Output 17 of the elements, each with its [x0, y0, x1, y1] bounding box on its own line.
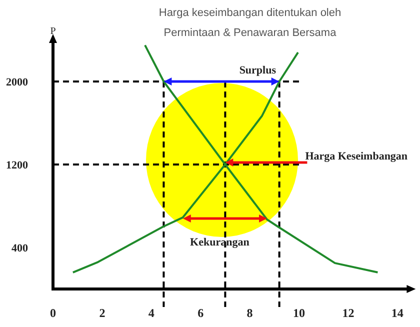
annotation: Harga Keseimbangan — [305, 150, 408, 162]
x-tick-label: 12 — [342, 306, 354, 320]
x-tick-label: 10 — [293, 306, 305, 320]
chart-subtitle: Permintaan & Penawaran Bersama — [164, 27, 338, 39]
y-tick-label: 2000 — [6, 76, 28, 88]
y-axis-title: P — [50, 26, 56, 37]
x-tick-label: 4 — [148, 306, 154, 320]
y-tick-label: 400 — [12, 242, 28, 254]
x-tick-label: 0 — [50, 306, 56, 320]
x-tick-label: 6 — [198, 306, 204, 320]
chart-title: Harga keseimbangan ditentukan oleh — [158, 7, 342, 19]
x-tick-label: 8 — [246, 306, 253, 320]
y-tick-label: 1200 — [6, 160, 28, 172]
x-tick-label: 14 — [391, 306, 404, 320]
annotation: Kekurangan — [190, 236, 250, 248]
annotation: Surplus — [239, 64, 277, 76]
x-tick-label: 2 — [99, 306, 106, 320]
